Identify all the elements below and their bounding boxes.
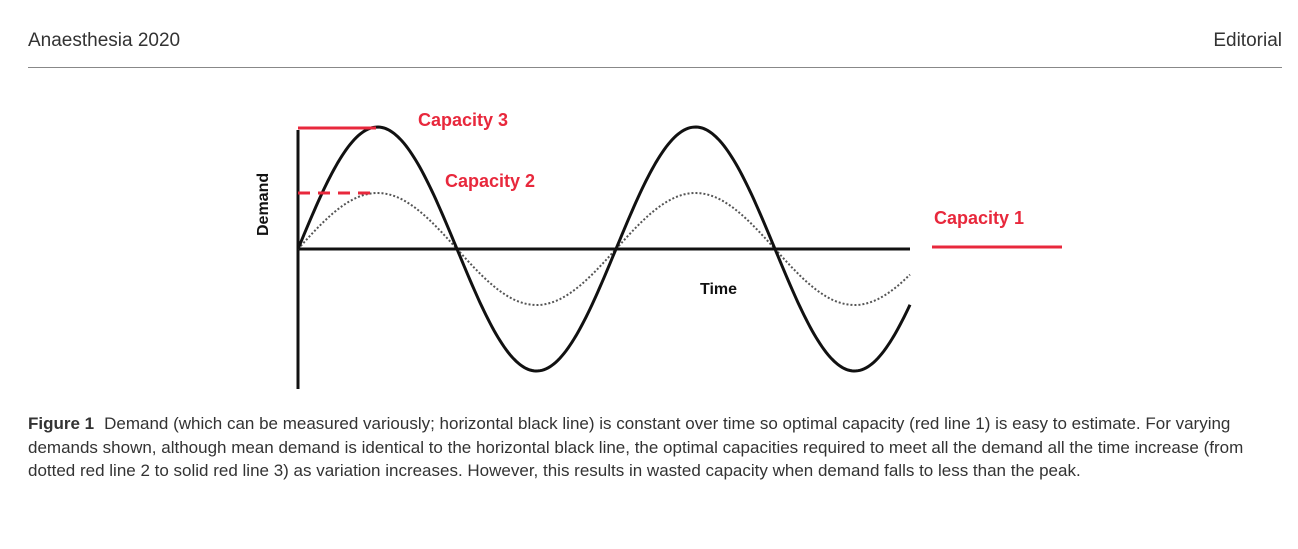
section-name: Editorial xyxy=(1213,30,1282,51)
x-axis-label: Time xyxy=(700,281,737,298)
figure-caption: Figure 1 Demand (which can be measured va… xyxy=(28,412,1283,483)
high-variation-demand-curve xyxy=(296,125,912,373)
capacity-2-label: Capacity 2 xyxy=(445,171,535,191)
caption-label: Figure 1 xyxy=(28,414,95,433)
capacity-3-label: Capacity 3 xyxy=(418,110,508,130)
capacity-1-label: Capacity 1 xyxy=(934,208,1024,228)
y-axis-label: Demand xyxy=(255,173,272,236)
page-header: Anaesthesia 2020 Editorial xyxy=(28,30,1282,60)
demand-capacity-figure: Capacity 3 Capacity 2 Capacity 1 Demand … xyxy=(255,110,1062,389)
caption-text: Demand (which can be measured variously;… xyxy=(28,414,1244,480)
header-divider xyxy=(28,67,1282,68)
journal-name: Anaesthesia 2020 xyxy=(28,30,181,51)
